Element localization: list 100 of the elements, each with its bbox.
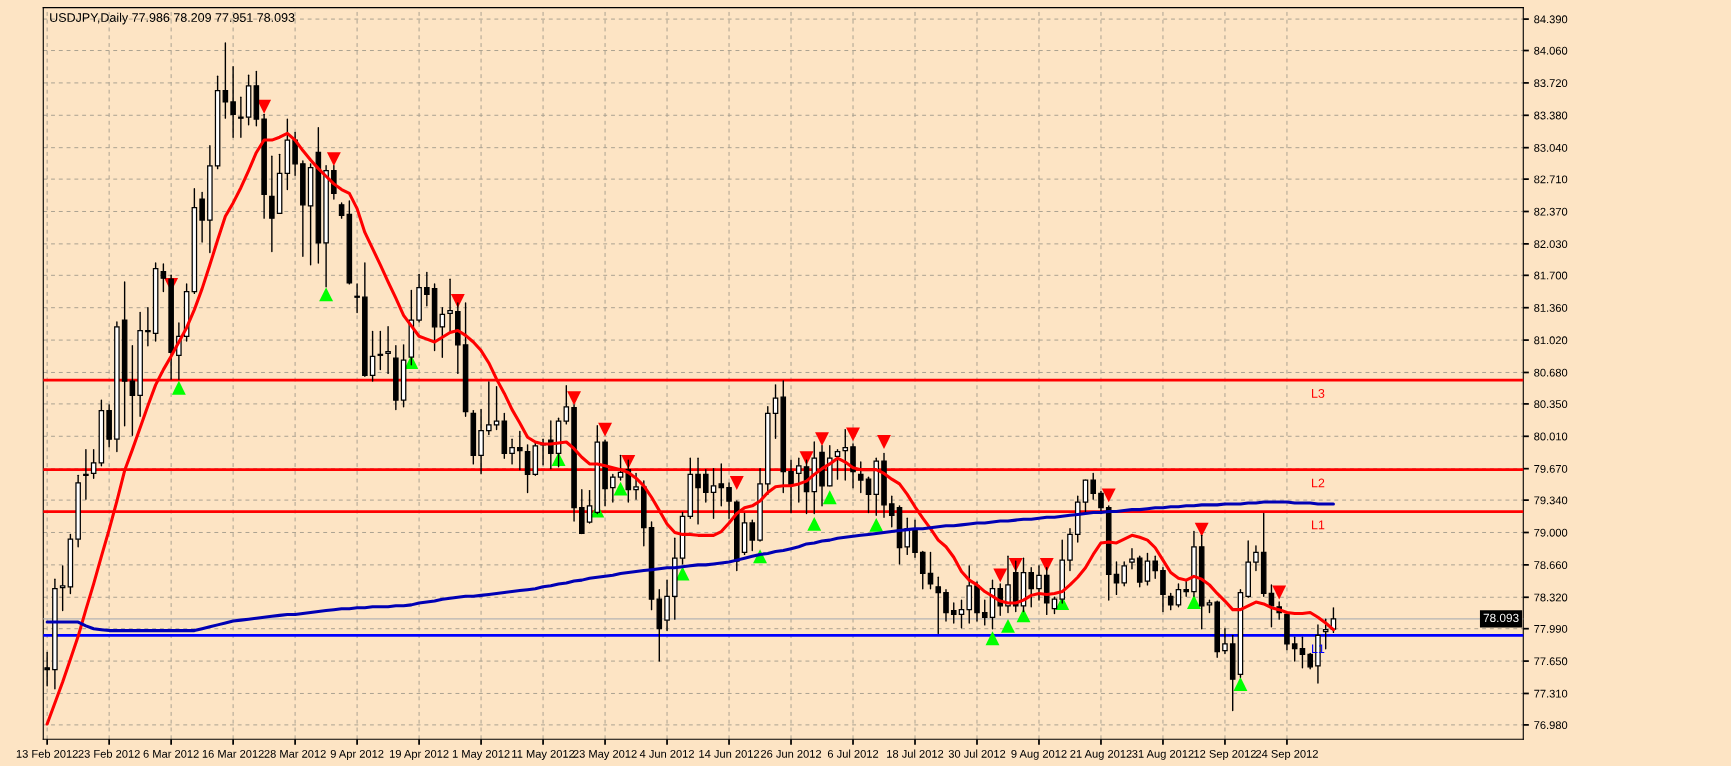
y-tick-label: 84.060: [1534, 46, 1568, 55]
x-tick-label: 6 Jul 2012: [827, 749, 879, 758]
point: [450, 294, 465, 308]
candlestick: [1291, 636, 1298, 662]
y-tick-label: 81.360: [1534, 303, 1568, 312]
candlestick: [966, 565, 973, 624]
candlestick: [888, 495, 895, 528]
candlestick: [950, 602, 957, 624]
candlestick: [524, 444, 531, 494]
ref-line-label: L3: [1312, 389, 1325, 398]
candlestick: [548, 420, 554, 470]
candlestick: [586, 489, 593, 524]
point: [729, 476, 744, 490]
candlestick: [664, 579, 670, 632]
candlestick: [1005, 555, 1011, 614]
candlestick: [238, 96, 244, 138]
point: [319, 287, 334, 302]
candlestick: [160, 263, 167, 293]
y-tick-label: 84.390: [1534, 15, 1568, 24]
annotation: 78.093: [1483, 613, 1519, 623]
candlestick: [834, 448, 841, 480]
x-tick-label: 9 Aug 2012: [1011, 749, 1067, 760]
candlestick: [1175, 583, 1182, 608]
candlestick: [59, 565, 66, 612]
candlestick: [726, 482, 732, 519]
candlestick: [943, 588, 949, 622]
y-tick-label: 82.030: [1534, 240, 1568, 249]
x-tick-label: 24 Sep 2012: [1256, 749, 1318, 760]
y-tick-label: 78.320: [1534, 593, 1568, 602]
candlestick: [292, 131, 298, 176]
point: [869, 517, 884, 532]
candlestick: [695, 457, 701, 525]
point: [985, 631, 1000, 646]
candlestick: [517, 430, 523, 471]
x-tick-label: 11 May 2012: [512, 749, 575, 760]
point: [1101, 488, 1116, 503]
candlestick: [1090, 472, 1097, 500]
line-series: [45, 500, 1335, 633]
candlestick: [447, 278, 453, 333]
point: [598, 422, 612, 437]
candlestick: [633, 472, 639, 500]
candlestick: [749, 519, 756, 552]
candlestick: [199, 191, 205, 243]
candlestick: [1144, 552, 1151, 586]
y-tick-label: 77.310: [1534, 689, 1568, 698]
y-tick-label: 81.020: [1534, 336, 1568, 345]
point: [1039, 557, 1054, 572]
candlestick: [145, 307, 151, 347]
point: [567, 391, 582, 406]
point: [993, 568, 1008, 583]
chart-title: USDJPY,Daily 77.986 78.209 77.951 78.093: [50, 12, 295, 25]
candlestick: [1253, 545, 1259, 572]
candlestick: [1113, 561, 1120, 596]
y-tick-label: 76.980: [1534, 721, 1568, 730]
ref-line-label: L2: [1312, 478, 1325, 488]
y-tick-label: 83.380: [1534, 111, 1568, 120]
candlestick: [935, 576, 942, 635]
point: [846, 427, 860, 442]
candlestick: [269, 155, 275, 253]
x-tick-label: 28 Mar 2012: [264, 749, 326, 758]
candlestick: [702, 468, 709, 503]
candlestick: [222, 42, 229, 119]
point: [822, 490, 837, 505]
y-tick-label: 83.040: [1534, 143, 1568, 152]
x-tick-label: 31 Aug 2012: [1132, 749, 1194, 760]
candlestick: [83, 448, 89, 500]
candlestick: [718, 463, 725, 507]
candlestick: [493, 386, 500, 431]
point: [807, 516, 822, 531]
candlestick: [1299, 636, 1306, 669]
candlestick: [509, 438, 515, 465]
y-tick-label: 80.680: [1534, 368, 1568, 377]
x-tick-label: 23 Feb 2012: [78, 749, 140, 758]
y-tick-label: 80.010: [1534, 432, 1568, 441]
y-tick-label: 77.990: [1534, 624, 1568, 633]
candlestick: [486, 381, 492, 436]
x-tick-label: 13 Feb 2012: [16, 749, 78, 758]
point: [171, 380, 186, 395]
candlestick: [842, 428, 849, 481]
point: [815, 432, 829, 447]
point: [613, 481, 628, 496]
point: [621, 455, 636, 469]
candlestick: [230, 66, 236, 138]
x-tick-label: 23 May 2012: [573, 749, 637, 760]
candlestick: [981, 599, 988, 626]
y-tick-label: 80.350: [1534, 400, 1568, 409]
candlestick: [927, 551, 934, 590]
y-tick-label: 81.700: [1534, 271, 1568, 280]
candlestick: [424, 271, 430, 307]
y-tick-label: 78.660: [1534, 561, 1568, 570]
y-tick-label: 82.710: [1534, 175, 1568, 184]
candlestick: [958, 599, 965, 629]
candlestick: [912, 519, 918, 558]
point: [799, 451, 814, 466]
ref-line-label: L1: [1312, 520, 1325, 530]
y-tick-label: 79.000: [1534, 528, 1568, 537]
x-tick-label: 9 Apr 2012: [330, 749, 384, 760]
candlestick: [1136, 555, 1143, 588]
point: [1272, 585, 1287, 600]
point: [1233, 677, 1248, 691]
